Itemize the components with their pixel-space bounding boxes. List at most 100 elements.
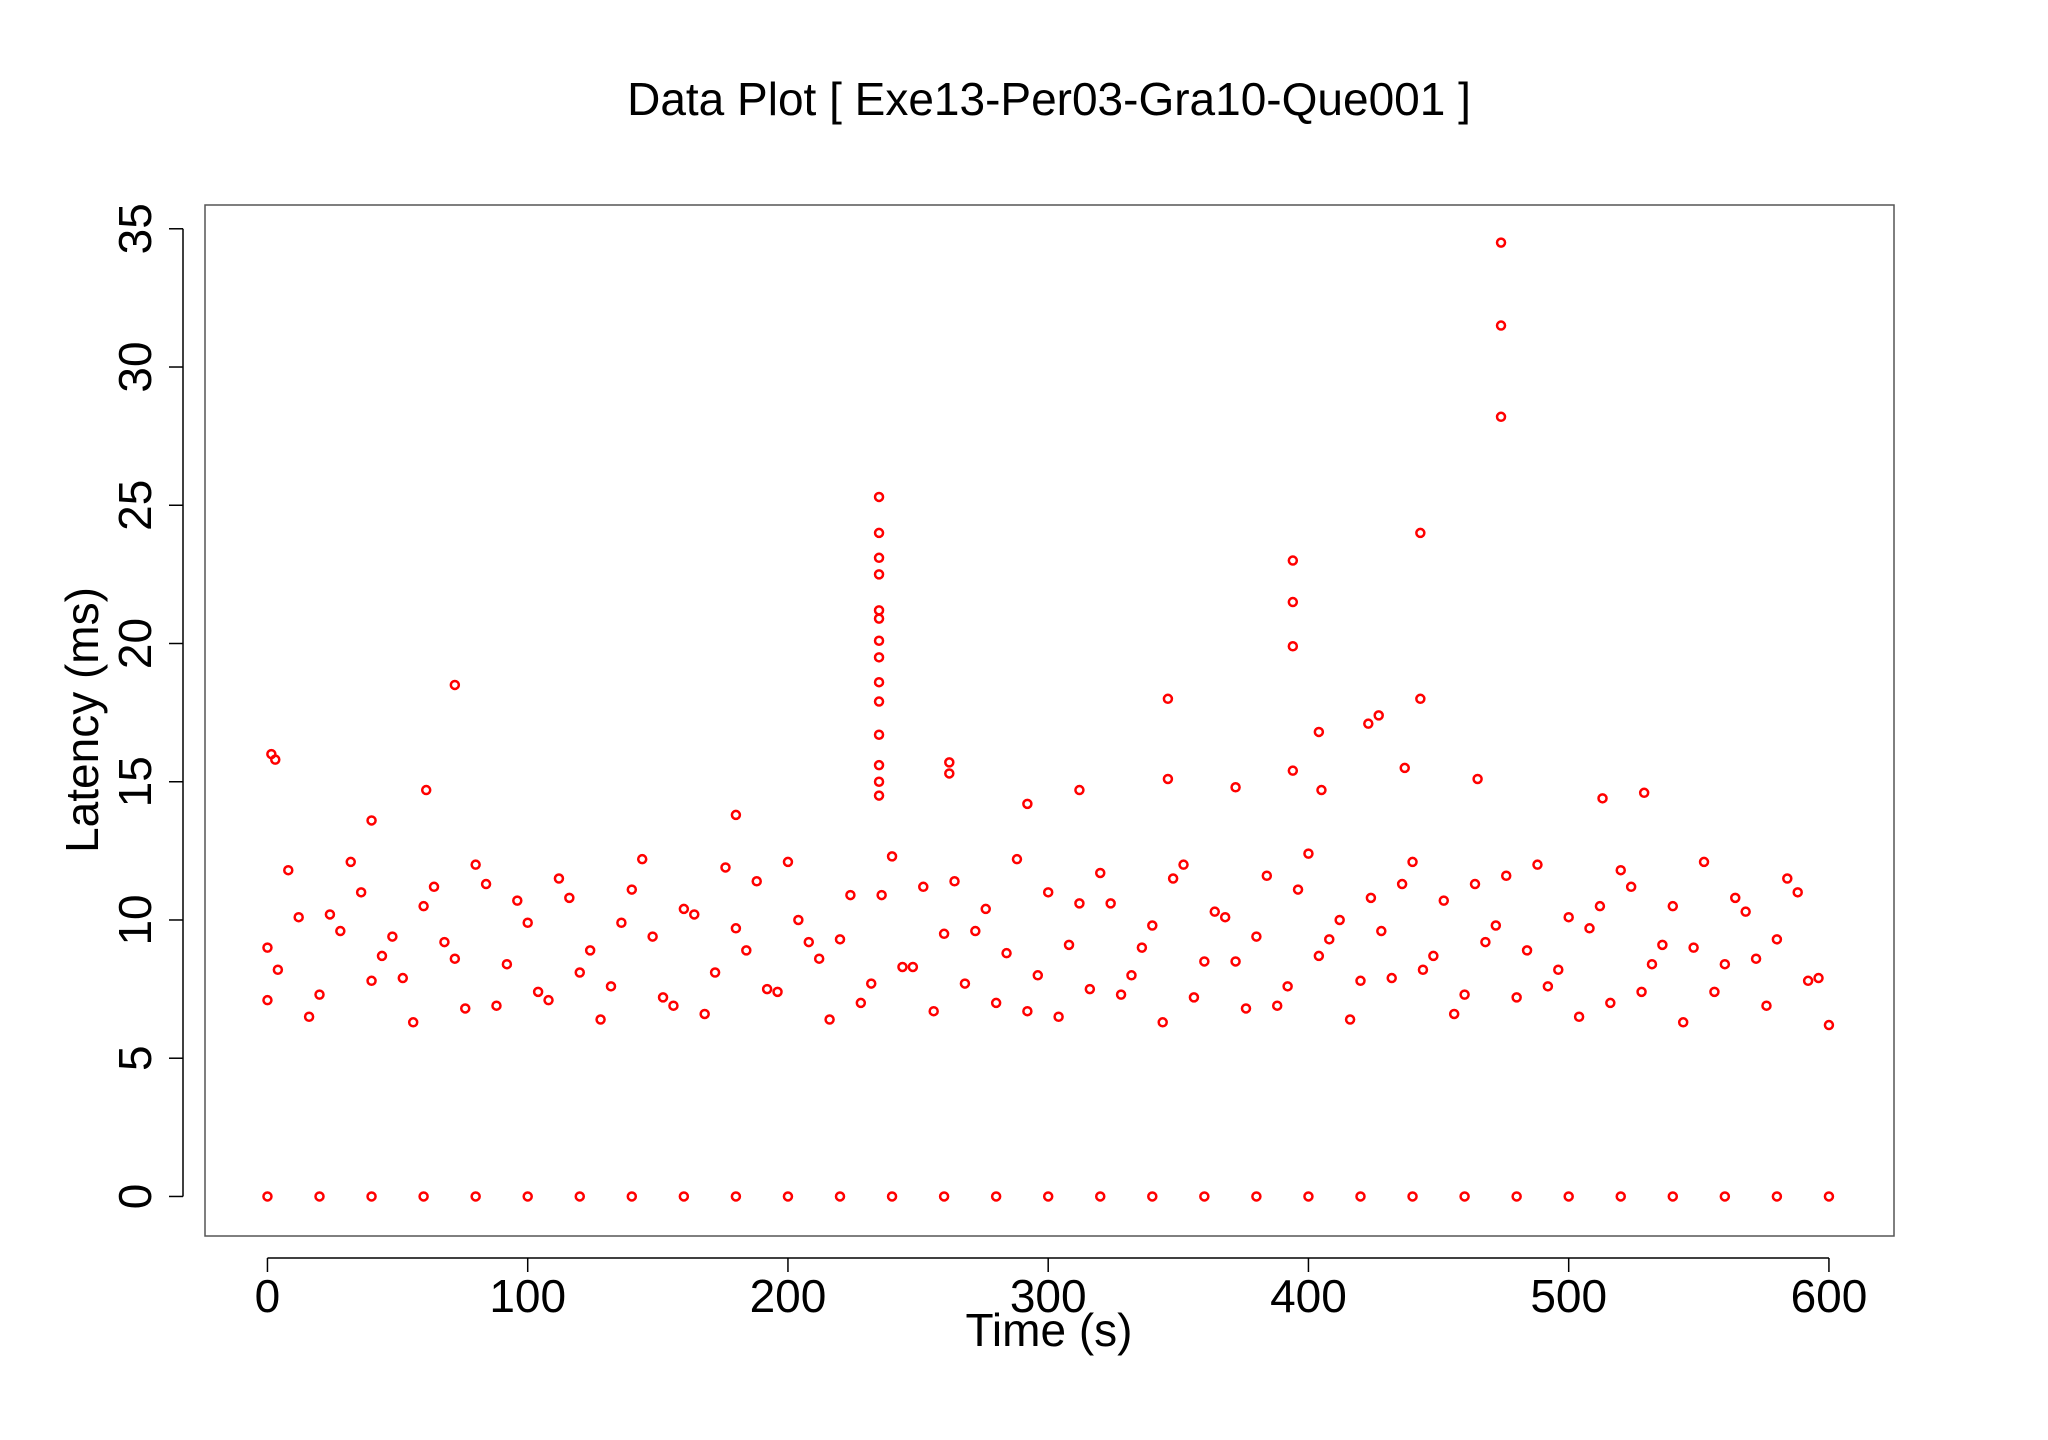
point bbox=[1396, 878, 1408, 890]
point bbox=[865, 978, 877, 989]
point bbox=[873, 569, 885, 580]
point bbox=[1729, 892, 1741, 904]
point bbox=[761, 983, 773, 995]
point bbox=[1823, 1019, 1835, 1031]
point bbox=[845, 889, 856, 901]
point bbox=[1688, 942, 1699, 953]
point bbox=[678, 903, 690, 915]
point bbox=[1615, 864, 1626, 876]
point bbox=[1542, 981, 1554, 992]
point bbox=[813, 953, 825, 964]
point bbox=[918, 881, 929, 893]
point bbox=[1209, 906, 1221, 917]
point bbox=[1063, 939, 1075, 951]
point bbox=[1448, 1008, 1460, 1020]
point bbox=[793, 914, 804, 926]
point bbox=[1667, 1191, 1679, 1202]
point bbox=[439, 936, 450, 948]
point bbox=[1490, 920, 1502, 931]
point bbox=[1292, 884, 1304, 895]
y-tick-label: 35 bbox=[109, 203, 161, 254]
point bbox=[1657, 939, 1668, 951]
point bbox=[1105, 898, 1116, 909]
point bbox=[1199, 956, 1210, 967]
point bbox=[1287, 596, 1299, 608]
plot-frame bbox=[204, 204, 1895, 1237]
point bbox=[574, 1191, 586, 1202]
point bbox=[1287, 765, 1299, 776]
point bbox=[1407, 1191, 1418, 1202]
point bbox=[1438, 895, 1450, 906]
point bbox=[335, 925, 346, 937]
x-tick-label: 400 bbox=[1270, 1270, 1347, 1322]
point bbox=[459, 1003, 471, 1014]
point bbox=[897, 961, 908, 973]
point bbox=[1638, 787, 1650, 799]
point bbox=[1162, 773, 1174, 785]
point bbox=[293, 911, 304, 923]
point bbox=[1802, 975, 1814, 987]
point bbox=[1094, 1191, 1106, 1202]
point bbox=[564, 892, 575, 904]
point bbox=[1511, 992, 1522, 1003]
point bbox=[730, 1191, 742, 1202]
chart-title: Data Plot [ Exe13-Per03-Gra10-Que001 ] bbox=[627, 73, 1471, 125]
point bbox=[730, 809, 742, 821]
point bbox=[1147, 1191, 1158, 1202]
point bbox=[314, 989, 325, 1000]
point bbox=[970, 925, 981, 937]
point bbox=[584, 945, 596, 956]
point bbox=[1022, 1005, 1033, 1017]
x-tick-label: 600 bbox=[1791, 1270, 1868, 1322]
point bbox=[944, 768, 955, 779]
point bbox=[1709, 986, 1720, 998]
point bbox=[270, 754, 281, 765]
x-tick-label: 500 bbox=[1530, 1270, 1607, 1322]
point bbox=[1615, 1191, 1626, 1202]
point bbox=[470, 1191, 481, 1202]
point bbox=[1771, 934, 1783, 945]
point bbox=[907, 961, 919, 973]
point bbox=[1251, 1191, 1262, 1202]
point bbox=[1636, 986, 1647, 998]
point bbox=[980, 903, 991, 915]
x-tick-label: 0 bbox=[255, 1270, 281, 1322]
x-tick-label: 200 bbox=[750, 1270, 827, 1322]
point bbox=[772, 986, 783, 998]
point bbox=[1563, 1191, 1574, 1202]
point bbox=[873, 605, 885, 616]
point bbox=[824, 1014, 835, 1025]
point bbox=[873, 552, 885, 564]
point bbox=[418, 1191, 429, 1202]
point bbox=[522, 1191, 533, 1202]
point bbox=[1032, 970, 1044, 981]
point bbox=[668, 1000, 679, 1011]
point bbox=[873, 527, 885, 539]
point bbox=[1261, 870, 1273, 881]
point bbox=[1363, 718, 1374, 729]
point bbox=[949, 876, 960, 887]
point bbox=[1167, 873, 1179, 884]
point bbox=[1823, 1191, 1835, 1202]
point bbox=[1365, 892, 1377, 904]
point bbox=[928, 1005, 939, 1017]
point bbox=[449, 679, 461, 691]
point bbox=[1771, 1191, 1783, 1202]
point bbox=[1573, 1011, 1585, 1023]
point bbox=[834, 1191, 846, 1202]
point bbox=[501, 958, 513, 970]
point bbox=[420, 784, 432, 796]
point bbox=[1415, 527, 1426, 539]
point bbox=[553, 873, 565, 884]
point bbox=[470, 859, 481, 870]
point bbox=[1417, 964, 1429, 975]
point bbox=[272, 964, 284, 975]
point bbox=[1334, 914, 1345, 926]
point bbox=[657, 992, 669, 1003]
x-tick-label: 100 bbox=[489, 1270, 566, 1322]
point bbox=[1415, 693, 1426, 705]
point bbox=[1136, 942, 1148, 953]
point bbox=[397, 972, 409, 984]
point bbox=[855, 997, 867, 1009]
